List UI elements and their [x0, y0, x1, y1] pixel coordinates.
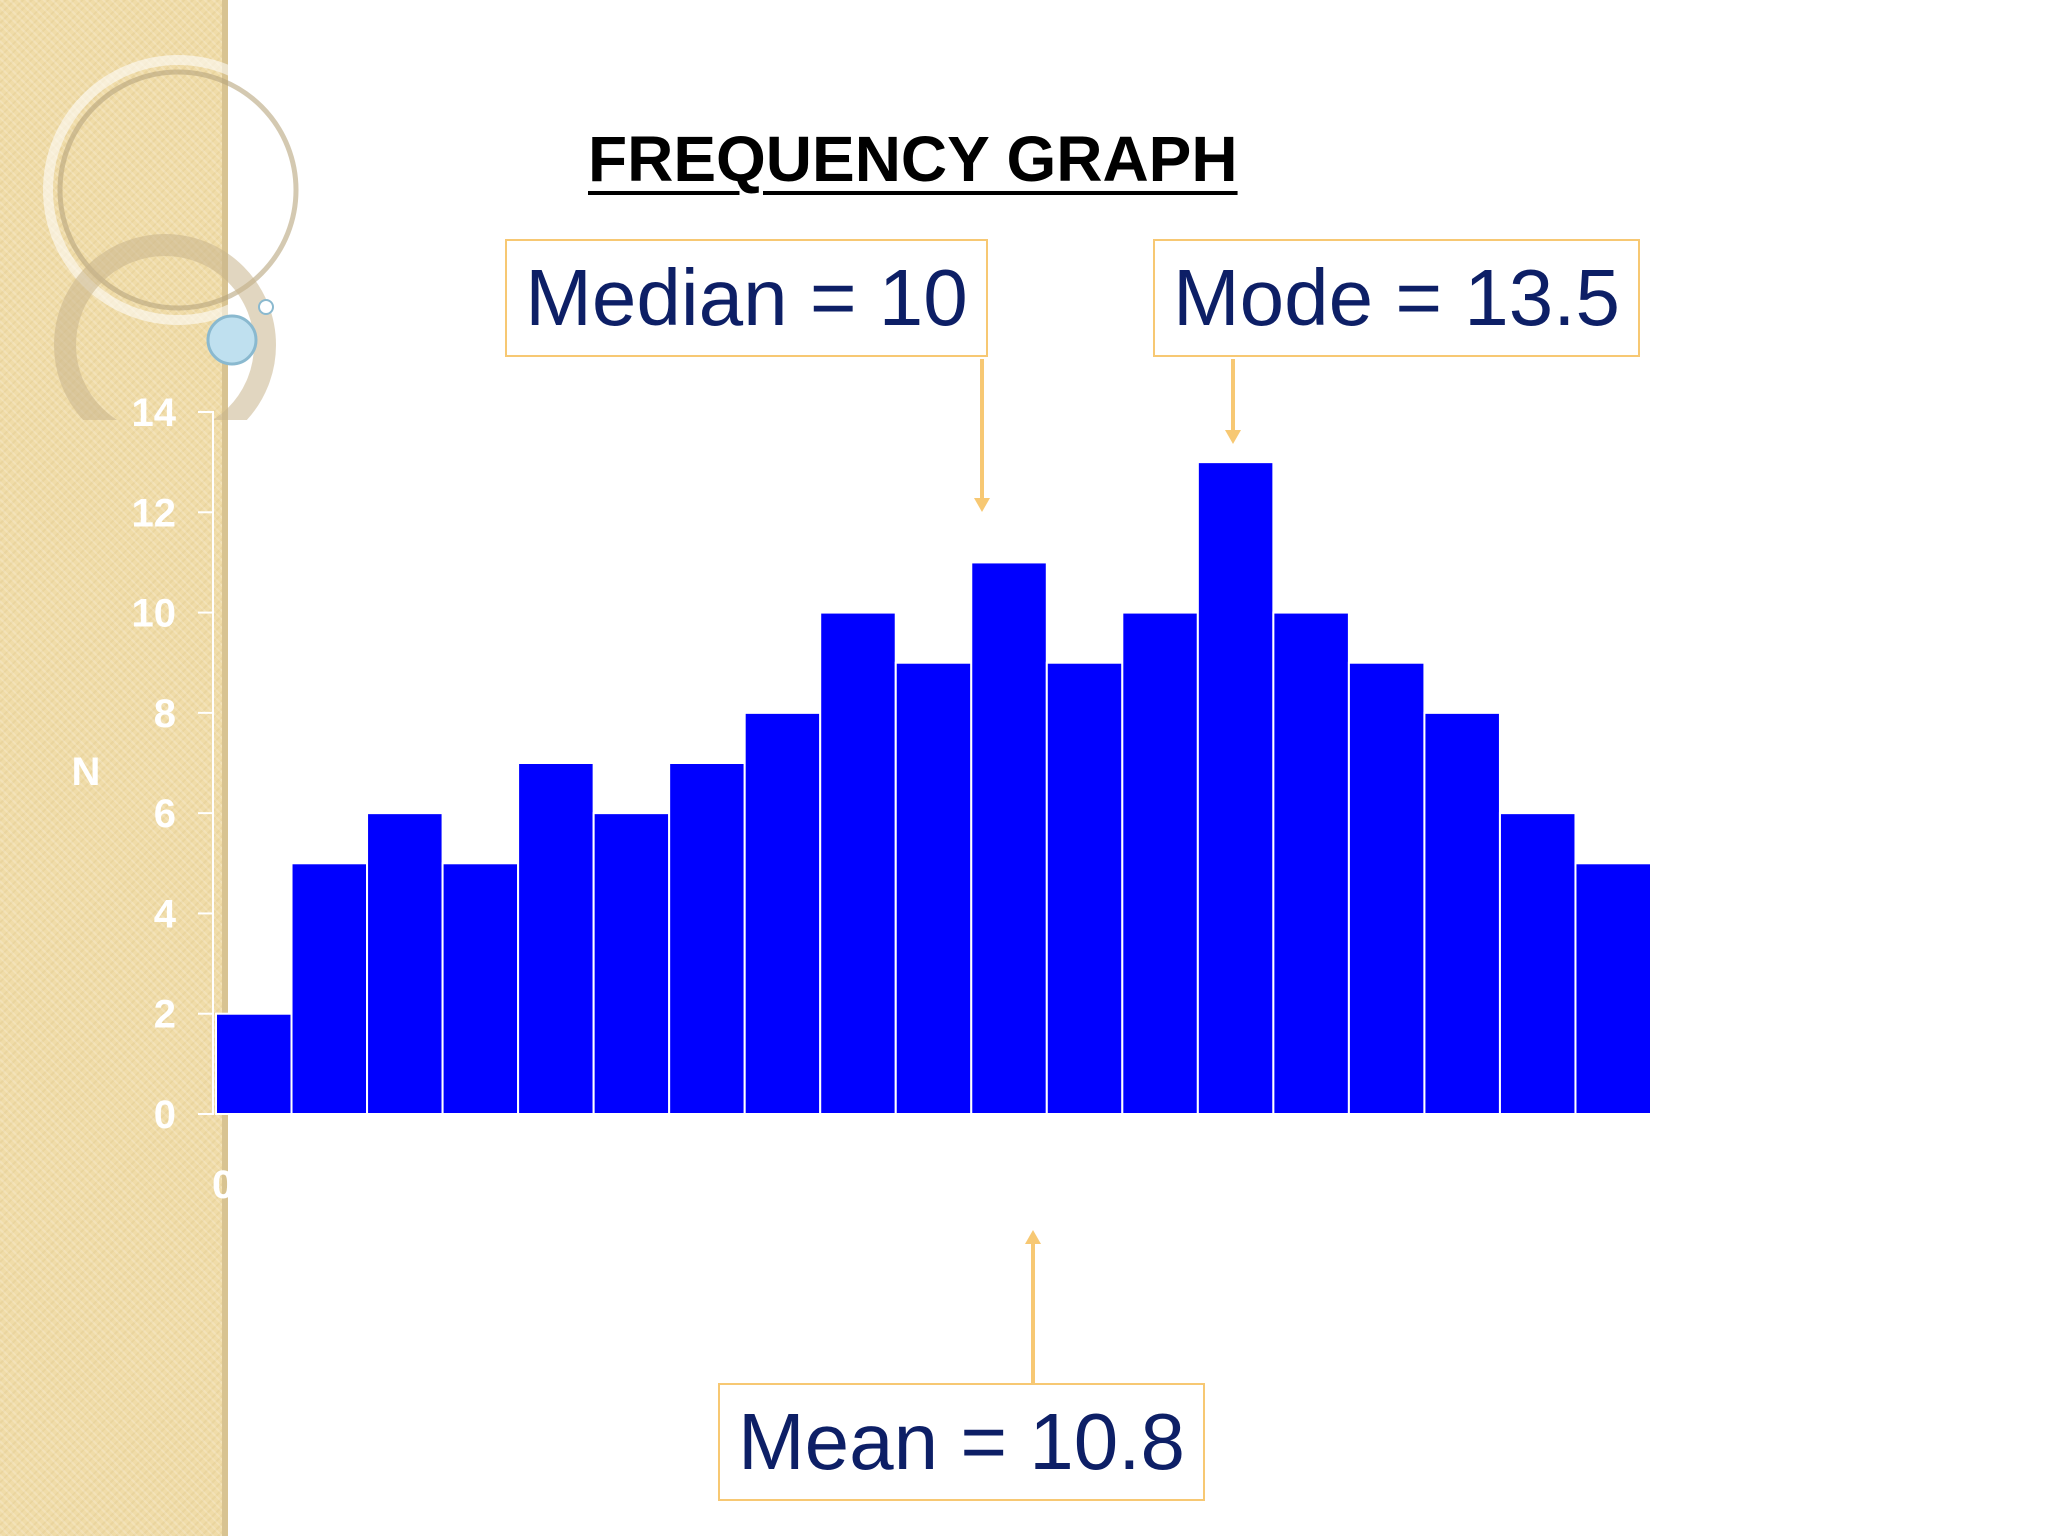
- bar-12: [1045, 661, 1124, 1115]
- mode-arrow-head: [1225, 430, 1241, 444]
- bar-2: [290, 862, 369, 1115]
- page-title: FREQUENCY GRAPH: [588, 123, 1238, 195]
- median-callout: Median = 10: [505, 239, 988, 357]
- deco-ring-small: [54, 234, 276, 420]
- y-tick-label: 12: [132, 491, 177, 535]
- y-tick-label: 0: [154, 1093, 176, 1137]
- y-tick-label: 8: [154, 692, 176, 736]
- y-tick-label: 10: [132, 592, 177, 636]
- bar-1: [215, 1012, 293, 1116]
- y-tick-label: 6: [154, 792, 176, 836]
- bars-group: [215, 461, 1652, 1116]
- y-axis-label: N: [72, 750, 101, 794]
- bar-8: [743, 711, 822, 1115]
- bar-10: [894, 661, 973, 1115]
- mean-callout: Mean = 10.8: [718, 1383, 1205, 1501]
- bar-18: [1498, 812, 1577, 1116]
- bar-17: [1423, 711, 1501, 1115]
- deco-ring-inner: [57, 69, 299, 311]
- deco-ring-large: [43, 55, 313, 325]
- bar-13: [1121, 611, 1199, 1115]
- y-axis: 0 2 4 6 8 10 12 14 N 0: [72, 391, 235, 1207]
- mean-arrow-head: [1025, 1230, 1041, 1244]
- x-tick-label: 0: [212, 1163, 234, 1207]
- bar-19: [1574, 862, 1652, 1115]
- deco-bubble-small: [258, 299, 274, 315]
- mode-callout: Mode = 13.5: [1153, 239, 1640, 357]
- decorative-circles: [43, 55, 313, 420]
- bar-15: [1272, 611, 1350, 1115]
- y-tick-label: 2: [154, 993, 176, 1037]
- bar-11: [970, 561, 1048, 1115]
- bar-6: [592, 812, 671, 1116]
- bar-5: [517, 762, 595, 1115]
- bar-7: [668, 762, 746, 1115]
- bar-16: [1347, 661, 1426, 1115]
- annotation-arrows: [974, 359, 1241, 1383]
- deco-bubble: [206, 314, 258, 366]
- sidebar-edge: [222, 0, 228, 1536]
- y-tick-label: 14: [132, 391, 177, 435]
- bar-9: [819, 611, 897, 1115]
- bar-3: [366, 812, 444, 1116]
- y-tick-label: 4: [154, 892, 177, 936]
- median-arrow-head: [974, 498, 990, 512]
- bar-4: [441, 862, 520, 1115]
- bar-14: [1196, 461, 1275, 1115]
